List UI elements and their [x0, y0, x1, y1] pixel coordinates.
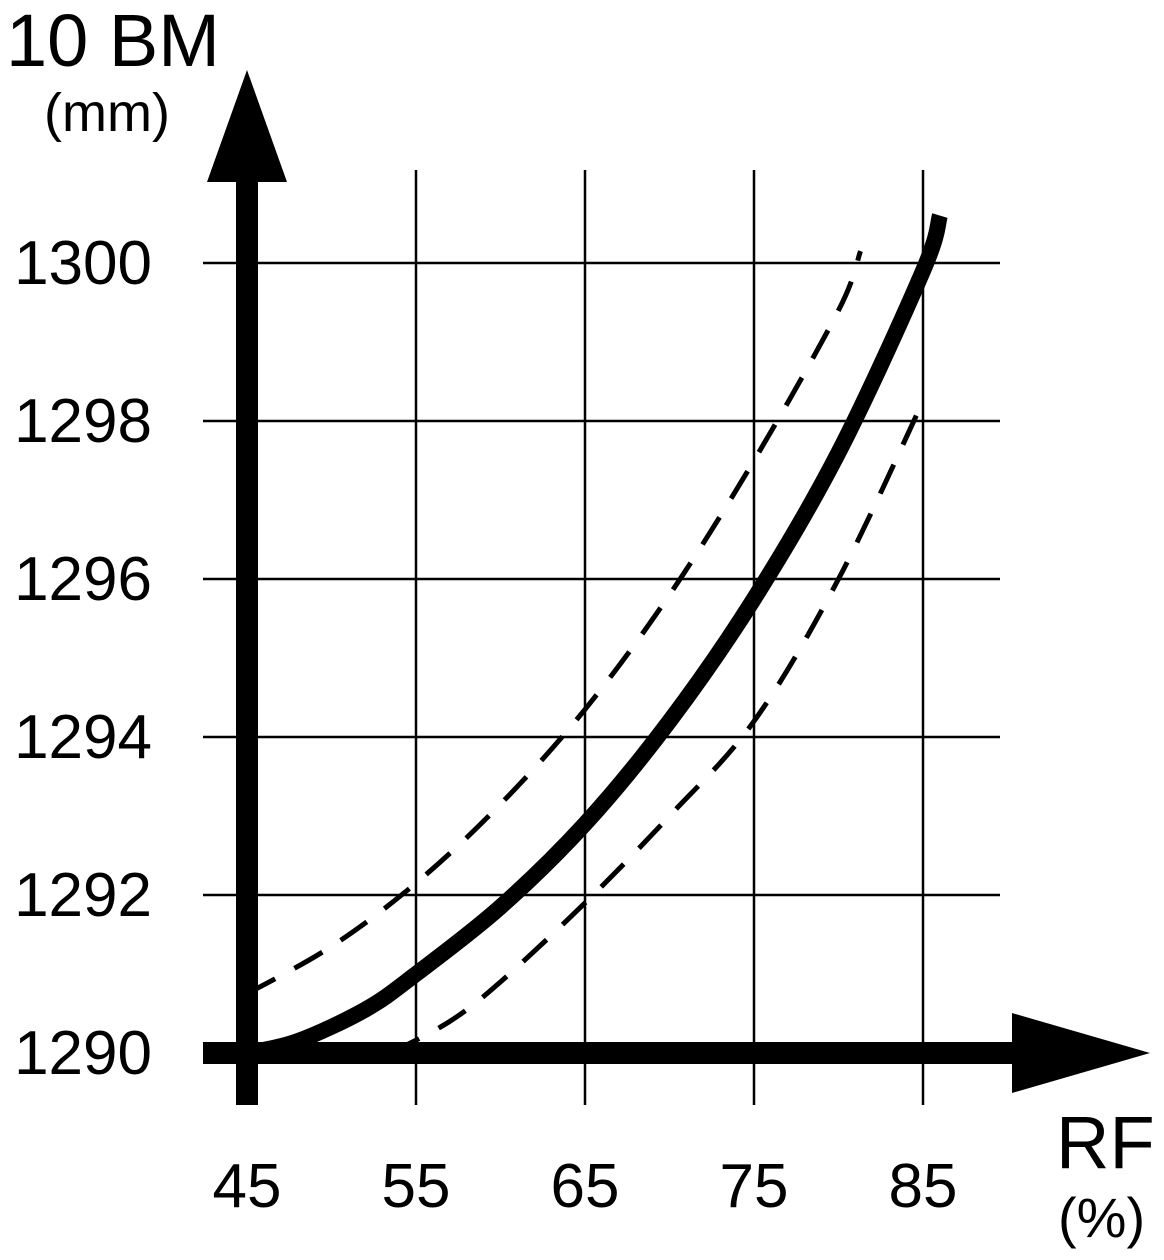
x-tick-label: 55	[382, 1152, 451, 1221]
x-axis-unit-label: (%)	[1058, 1186, 1146, 1249]
x-tick-label: 65	[551, 1152, 620, 1221]
y-tick-label: 1292	[14, 861, 152, 930]
upper-tolerance-curve	[245, 250, 863, 996]
y-tick-label: 1290	[14, 1019, 152, 1088]
y-axis-arrowhead	[207, 70, 287, 182]
x-tick-label: 75	[720, 1152, 789, 1221]
y-tick-label: 1300	[14, 229, 152, 298]
lower-tolerance-curve	[389, 400, 926, 1056]
x-tick-label: 45	[213, 1152, 282, 1221]
x-axis-arrowhead	[1012, 1013, 1150, 1093]
y-axis-unit-label: (mm)	[44, 83, 170, 143]
y-axis-title: 10 BM	[6, 0, 220, 82]
x-axis-title: RF	[1056, 1101, 1155, 1184]
y-tick-label: 1296	[14, 545, 152, 614]
y-tick-label: 1294	[14, 703, 152, 772]
x-tick-label: 85	[889, 1152, 958, 1221]
y-tick-label: 1298	[14, 387, 152, 456]
nominal-curve	[245, 213, 948, 1061]
